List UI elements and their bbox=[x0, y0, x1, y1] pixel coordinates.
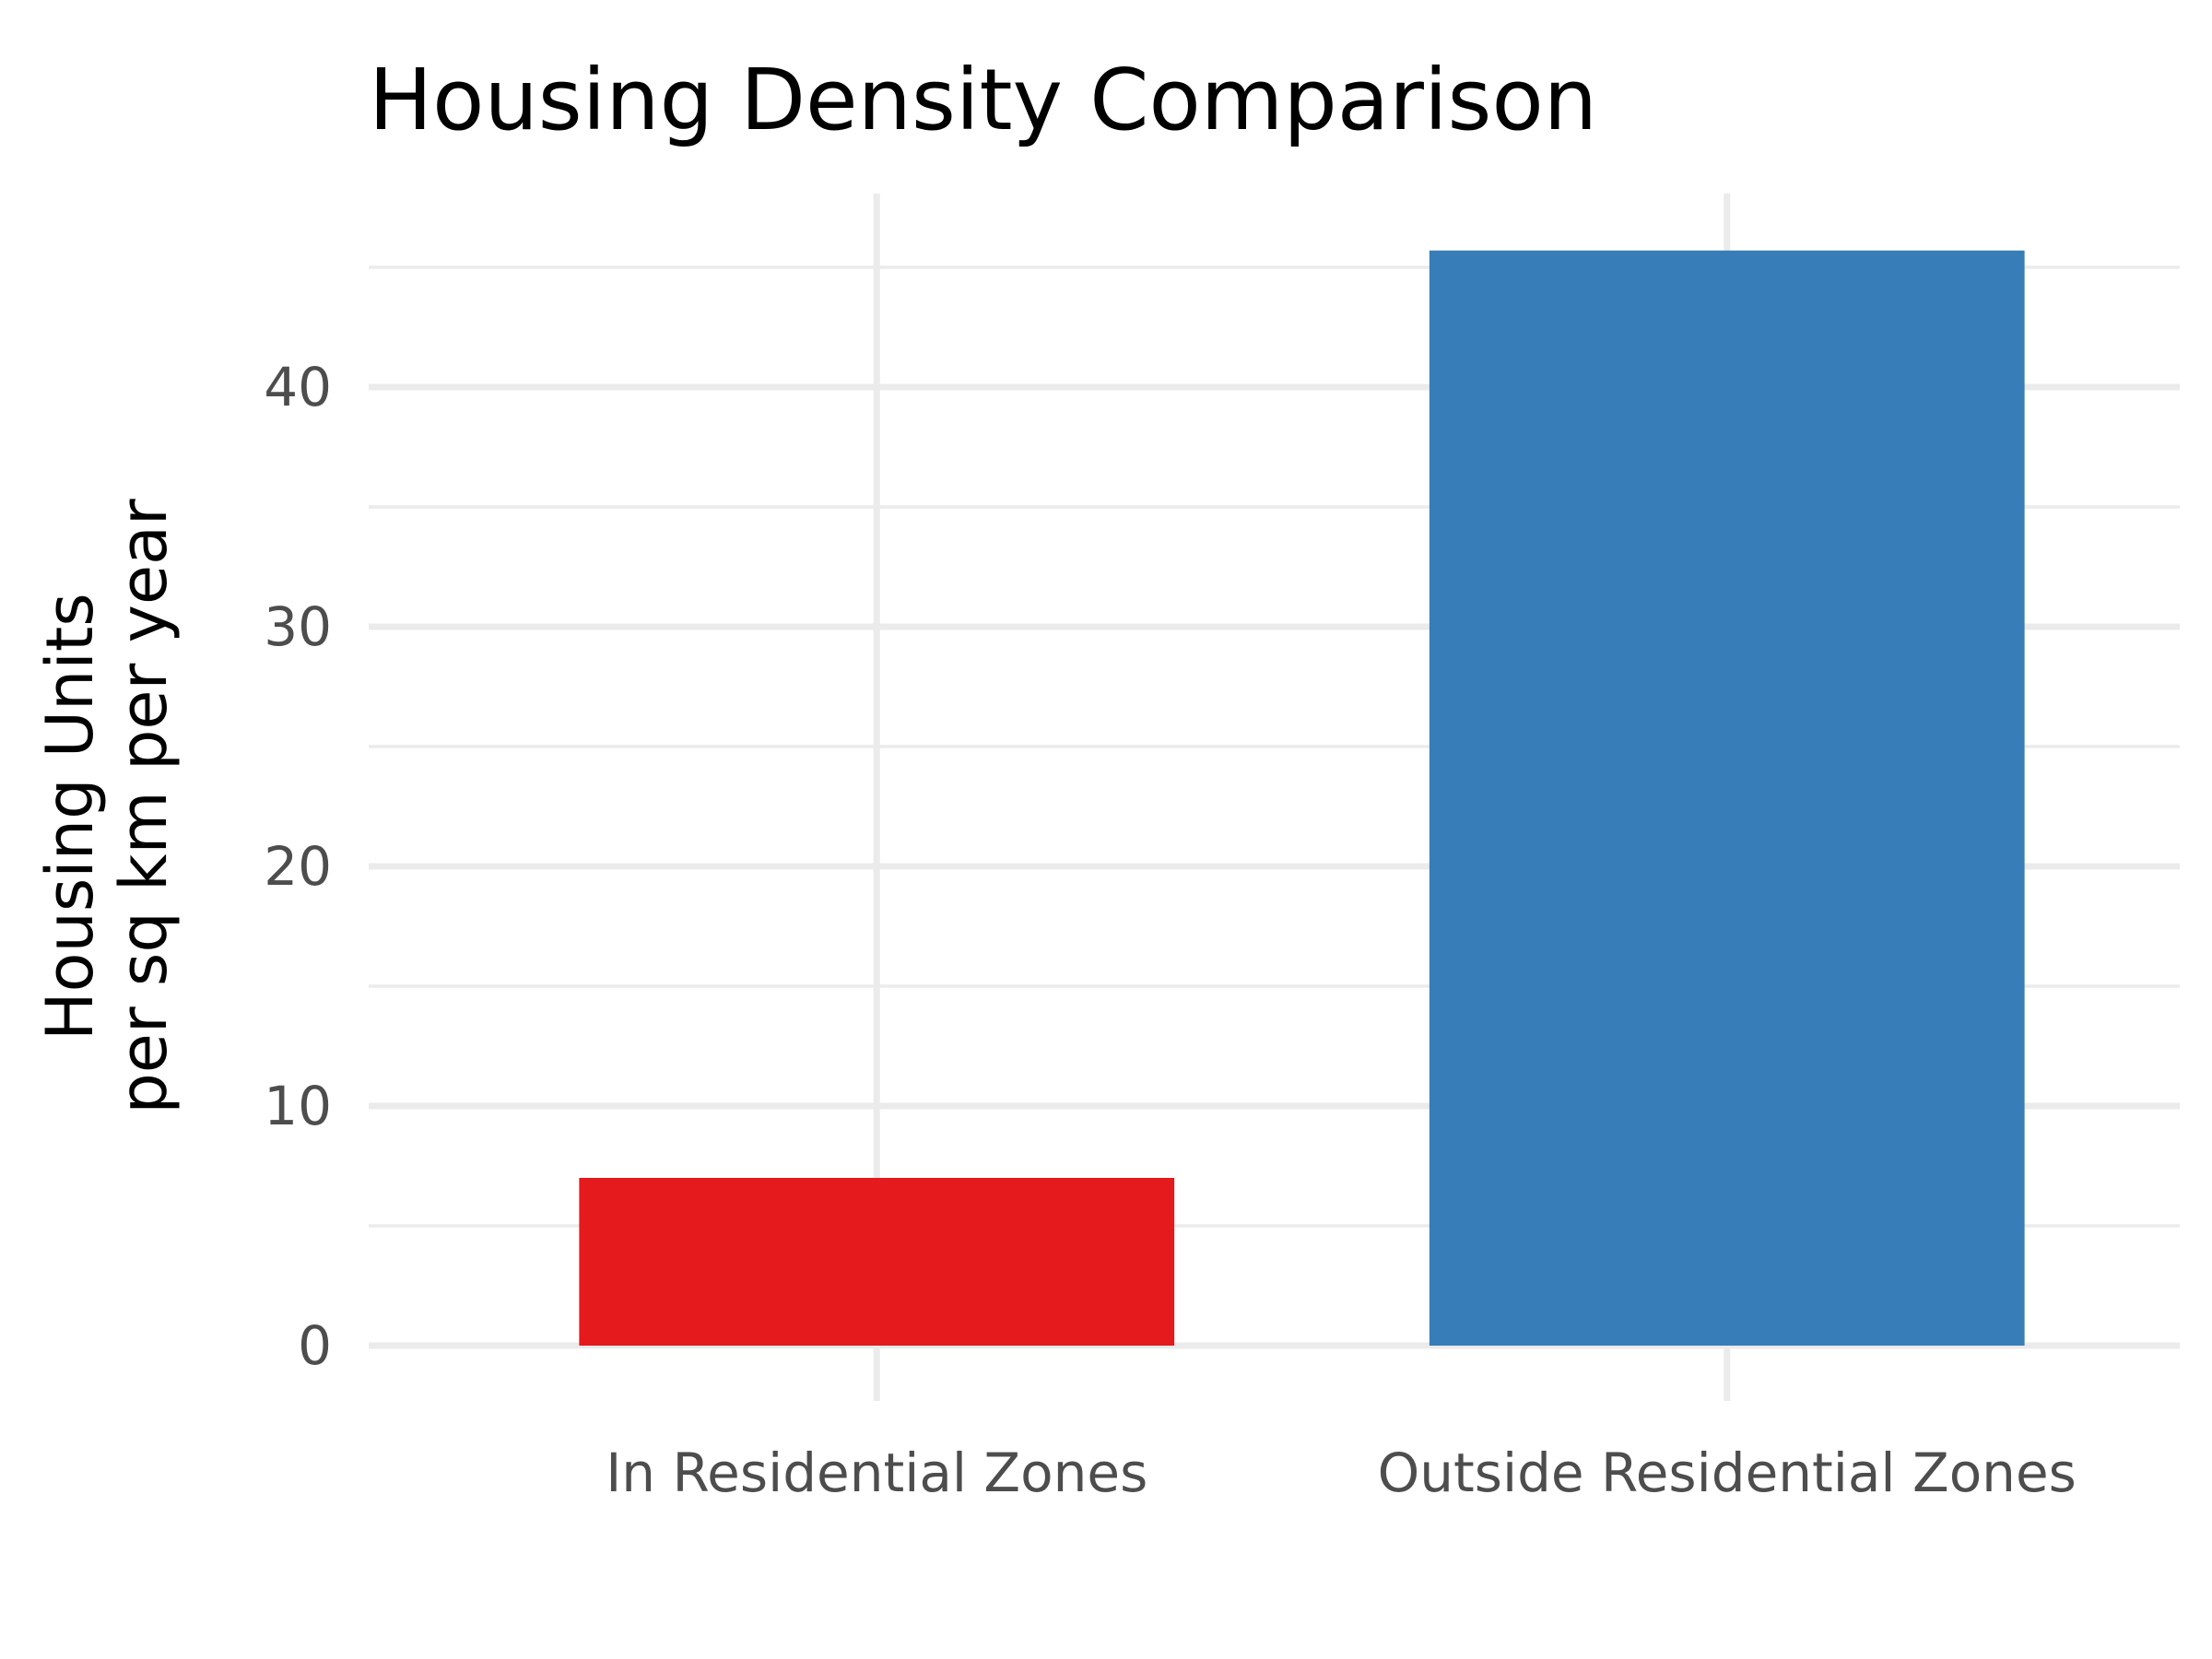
y-axis-title-line-1: Housing Units bbox=[32, 593, 108, 1041]
chart-title: Housing Density Comparison bbox=[369, 51, 1597, 149]
x-tick-label: Outside Residential Zones bbox=[1378, 1441, 2077, 1504]
y-tick-label: 30 bbox=[264, 595, 332, 658]
y-tick-label: 0 bbox=[298, 1314, 332, 1377]
bar-2 bbox=[1429, 250, 2025, 1346]
x-tick-label: In Residential Zones bbox=[606, 1441, 1147, 1504]
y-axis-tick-labels: 0 10 20 30 40 bbox=[264, 356, 332, 1377]
y-tick-label: 40 bbox=[264, 356, 332, 418]
y-tick-label: 10 bbox=[264, 1075, 332, 1137]
x-axis-tick-labels: In Residential Zones Outside Residential … bbox=[606, 1441, 2077, 1504]
bar-1 bbox=[579, 1178, 1175, 1346]
y-axis-title-line-2: per sq km per year bbox=[106, 499, 182, 1114]
y-axis-title: Housing Units per sq km per year bbox=[32, 499, 182, 1114]
bars bbox=[579, 250, 2025, 1346]
y-tick-label: 20 bbox=[264, 835, 332, 898]
